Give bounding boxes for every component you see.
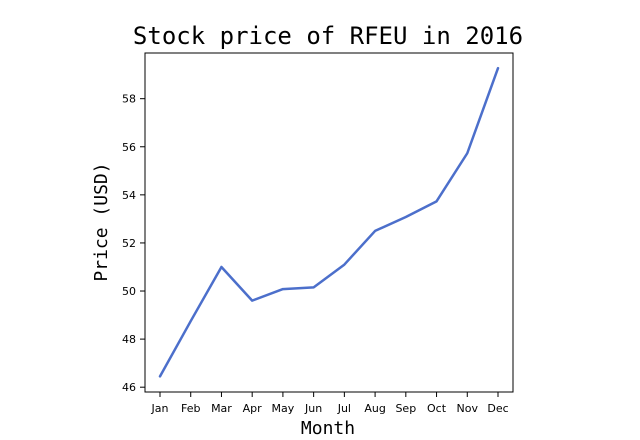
y-tick-label: 54 — [122, 189, 136, 202]
x-tick-label: Oct — [427, 402, 447, 415]
x-tick-label: Jan — [151, 402, 169, 415]
y-axis-label: Price (USD) — [91, 162, 112, 281]
y-tick-label: 50 — [122, 285, 136, 298]
x-tick-label: Mar — [211, 402, 232, 415]
y-tick-label: 52 — [122, 237, 136, 250]
x-tick-label: Feb — [181, 402, 200, 415]
x-tick-label: Sep — [395, 402, 416, 415]
x-tick-label: Nov — [457, 402, 479, 415]
x-tick-label: May — [272, 402, 295, 415]
series-layer — [158, 66, 500, 378]
series-line — [158, 66, 500, 378]
x-tick-label: Jul — [337, 402, 351, 415]
x-tick-label: Apr — [243, 402, 263, 415]
chart-title: Stock price of RFEU in 2016 — [133, 22, 523, 50]
x-tick-label: Jun — [304, 402, 322, 415]
x-axis-label: Month — [301, 418, 355, 439]
plot-area — [144, 52, 514, 393]
x-tick-label: Dec — [487, 402, 508, 415]
y-tick-label: 48 — [122, 333, 136, 346]
y-tick-label: 58 — [122, 93, 136, 106]
x-axis: Jan Feb Mar Apr May Jun Jul Aug Sep Oct Nov Dec — [151, 392, 509, 415]
y-axis: 46 48 50 52 54 56 58 — [122, 93, 145, 394]
x-tick-label: Aug — [364, 402, 385, 415]
y-tick-label: 46 — [122, 381, 136, 394]
y-tick-label: 56 — [122, 141, 136, 154]
